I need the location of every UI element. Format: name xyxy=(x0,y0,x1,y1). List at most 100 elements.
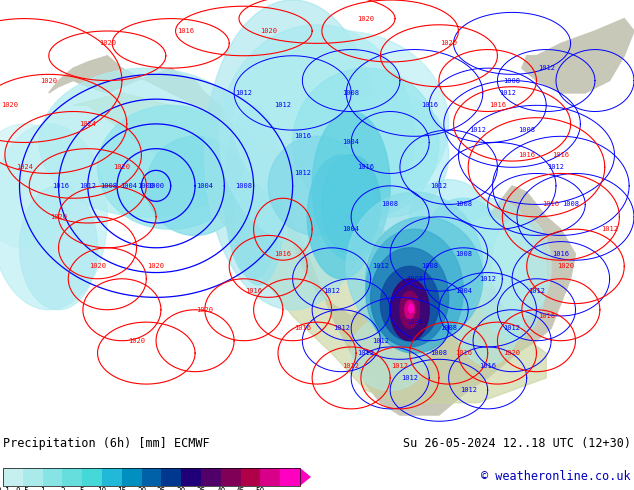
Text: 1004: 1004 xyxy=(197,183,213,189)
Polygon shape xyxy=(49,56,576,415)
Text: 1016: 1016 xyxy=(294,133,311,139)
Polygon shape xyxy=(20,186,98,310)
Polygon shape xyxy=(146,136,244,235)
Polygon shape xyxy=(478,217,547,341)
Text: 1008: 1008 xyxy=(430,350,448,356)
Bar xyxy=(221,468,240,486)
Text: 1016: 1016 xyxy=(358,164,374,170)
Polygon shape xyxy=(234,31,449,217)
Text: 1020: 1020 xyxy=(440,40,457,47)
Polygon shape xyxy=(409,304,413,313)
Text: 1020: 1020 xyxy=(1,102,18,108)
Text: 1008: 1008 xyxy=(406,276,423,282)
Polygon shape xyxy=(410,180,488,254)
Text: 0.5: 0.5 xyxy=(16,488,30,490)
Text: 1008: 1008 xyxy=(562,201,579,207)
Polygon shape xyxy=(522,19,634,93)
Text: 1008: 1008 xyxy=(503,77,521,83)
Text: 1020: 1020 xyxy=(113,164,131,170)
Polygon shape xyxy=(98,105,244,229)
Text: 5: 5 xyxy=(80,488,84,490)
Text: 2: 2 xyxy=(60,488,65,490)
Text: 1016: 1016 xyxy=(552,251,569,257)
Text: 1016: 1016 xyxy=(245,288,262,294)
Bar xyxy=(3,468,23,486)
Polygon shape xyxy=(268,136,366,235)
Polygon shape xyxy=(371,248,449,347)
Text: 1020: 1020 xyxy=(358,16,374,22)
Text: 1008: 1008 xyxy=(440,325,457,331)
Polygon shape xyxy=(322,155,380,254)
Text: Precipitation (6h) [mm] ECMWF: Precipitation (6h) [mm] ECMWF xyxy=(3,437,210,450)
Text: 1012: 1012 xyxy=(469,127,486,133)
Bar xyxy=(240,468,261,486)
Polygon shape xyxy=(224,105,283,279)
Text: 25: 25 xyxy=(157,488,166,490)
Bar xyxy=(181,468,201,486)
Bar xyxy=(62,468,82,486)
Text: 1008: 1008 xyxy=(382,201,399,207)
Text: 1016: 1016 xyxy=(177,28,194,34)
Text: 1016: 1016 xyxy=(543,201,560,207)
Polygon shape xyxy=(444,198,531,285)
Text: 1004: 1004 xyxy=(455,288,472,294)
Text: 1016: 1016 xyxy=(479,363,496,368)
Text: 1016: 1016 xyxy=(421,102,437,108)
Text: 1016: 1016 xyxy=(294,325,311,331)
Bar xyxy=(122,468,141,486)
Text: 1016: 1016 xyxy=(489,102,506,108)
Bar xyxy=(23,468,42,486)
Text: 1020: 1020 xyxy=(197,307,213,313)
Polygon shape xyxy=(332,93,449,217)
Text: 0.1: 0.1 xyxy=(0,488,10,490)
Text: 1020: 1020 xyxy=(148,264,165,270)
Text: 1008: 1008 xyxy=(518,127,535,133)
Text: 1012: 1012 xyxy=(323,288,340,294)
Text: 1020: 1020 xyxy=(89,264,106,270)
Text: 1008: 1008 xyxy=(421,264,437,270)
Text: 1012: 1012 xyxy=(460,387,477,393)
Text: 1020: 1020 xyxy=(128,338,145,343)
Bar xyxy=(280,468,300,486)
Text: 1012: 1012 xyxy=(79,183,96,189)
Text: 1016: 1016 xyxy=(52,183,69,189)
Text: 1012: 1012 xyxy=(294,171,311,176)
Polygon shape xyxy=(429,198,498,260)
Text: 1016: 1016 xyxy=(538,313,555,319)
Text: 1000: 1000 xyxy=(138,183,154,189)
Polygon shape xyxy=(293,68,439,217)
Text: 1020: 1020 xyxy=(260,28,276,34)
Text: 1020: 1020 xyxy=(41,77,57,83)
Text: 1008: 1008 xyxy=(342,90,359,96)
Text: 1012: 1012 xyxy=(235,90,252,96)
Polygon shape xyxy=(380,267,439,341)
Text: 1024: 1024 xyxy=(79,121,96,127)
Text: 1004: 1004 xyxy=(120,183,137,189)
Text: 1012: 1012 xyxy=(372,264,389,270)
Text: 45: 45 xyxy=(236,488,245,490)
Bar xyxy=(162,468,181,486)
Polygon shape xyxy=(73,93,547,403)
Text: 1008: 1008 xyxy=(455,201,472,207)
Polygon shape xyxy=(307,155,375,279)
Text: 15: 15 xyxy=(117,488,126,490)
Text: 35: 35 xyxy=(197,488,205,490)
Text: 1020: 1020 xyxy=(503,350,521,356)
Polygon shape xyxy=(404,300,415,319)
Polygon shape xyxy=(400,291,420,328)
Text: 1012: 1012 xyxy=(499,90,515,96)
Polygon shape xyxy=(312,112,390,260)
Bar xyxy=(3,468,300,486)
Text: 1: 1 xyxy=(41,488,45,490)
Polygon shape xyxy=(493,217,551,316)
Text: 1012: 1012 xyxy=(333,325,350,331)
Text: 1012: 1012 xyxy=(358,350,374,356)
Text: 1024: 1024 xyxy=(16,164,33,170)
Bar xyxy=(82,468,102,486)
Polygon shape xyxy=(205,0,380,310)
Bar xyxy=(261,468,280,486)
Polygon shape xyxy=(449,217,527,366)
Text: © weatheronline.co.uk: © weatheronline.co.uk xyxy=(481,470,631,483)
Text: 1016: 1016 xyxy=(518,152,535,158)
Text: 1016: 1016 xyxy=(455,350,472,356)
